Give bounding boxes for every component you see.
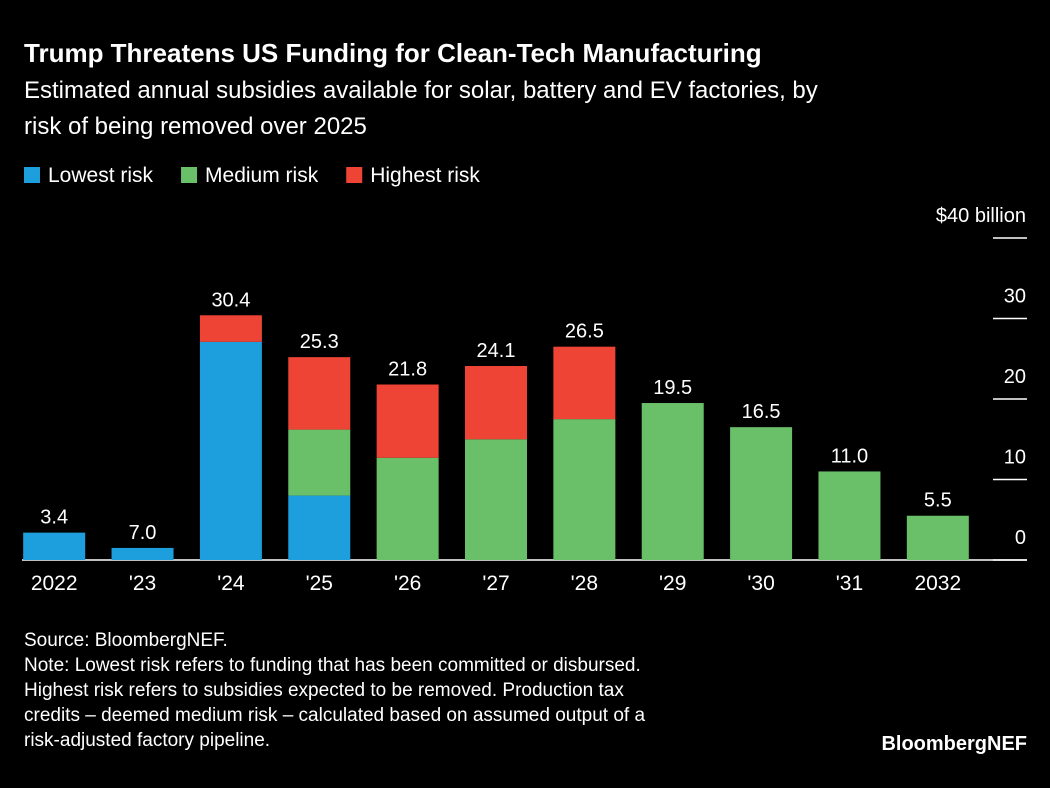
total-label: 16.5 — [742, 401, 781, 423]
legend-swatch — [181, 167, 198, 183]
x-tick-label: '28 — [571, 572, 598, 595]
total-label: 11.0 — [831, 445, 868, 467]
x-tick-label: '27 — [482, 572, 509, 595]
bar-segment — [199, 341, 262, 560]
legend-swatch — [24, 167, 40, 183]
x-tick-label: '31 — [836, 572, 863, 595]
source: Source: BloombergNEF. — [24, 630, 228, 651]
bar-segment — [730, 427, 793, 560]
y-tick-label: 0 — [1015, 527, 1026, 549]
bar-segment — [376, 384, 439, 458]
total-label: 21.8 — [388, 359, 427, 381]
note: risk-adjusted factory pipeline. — [24, 730, 270, 751]
x-tick-label: '29 — [659, 572, 686, 595]
legend-swatch — [346, 167, 363, 183]
x-tick-label: 2032 — [914, 572, 961, 595]
total-label: 26.5 — [565, 321, 604, 343]
note: credits – deemed medium risk – calculate… — [24, 705, 645, 726]
bar-segment — [199, 315, 262, 342]
note: Note: Lowest risk refers to funding that… — [24, 655, 641, 676]
bar-segment — [288, 357, 351, 430]
total-label: 7.0 — [129, 522, 157, 544]
legend-label: Medium risk — [205, 164, 319, 187]
y-tick-label: 20 — [1004, 366, 1026, 388]
x-tick-label: '23 — [129, 572, 156, 595]
bar-segment — [818, 471, 881, 560]
bar-segment — [376, 457, 439, 560]
x-tick-label: '30 — [747, 572, 774, 595]
bar-segment — [465, 365, 527, 440]
x-tick-label: '25 — [306, 572, 333, 595]
bar-segment — [111, 547, 174, 560]
subtitle: Estimated annual subsidies available for… — [24, 77, 818, 104]
total-label: 5.5 — [924, 490, 952, 512]
x-tick-label: 2022 — [31, 572, 78, 595]
total-label: 25.3 — [300, 331, 339, 353]
total-label: 24.1 — [477, 340, 516, 362]
x-tick-label: '26 — [394, 572, 421, 595]
y-tick-label: 30 — [1004, 286, 1026, 308]
bar-segment — [906, 515, 969, 560]
x-tick-label: '24 — [217, 572, 245, 595]
legend-label: Lowest risk — [48, 164, 154, 187]
bar-segment — [465, 439, 527, 560]
bar-segment — [553, 419, 616, 560]
subtitle: risk of being removed over 2025 — [24, 113, 367, 140]
bar-segment — [23, 532, 86, 560]
total-label: 19.5 — [653, 377, 692, 399]
y-tick-label: 10 — [1004, 447, 1026, 469]
note: Highest risk refers to subsidies expecte… — [24, 680, 624, 701]
chart-title: Trump Threatens US Funding for Clean-Tec… — [24, 38, 762, 68]
bar-segment — [288, 429, 351, 496]
y-tick-label: $40 billion — [936, 205, 1026, 227]
legend-label: Highest risk — [370, 164, 480, 187]
total-label: 3.4 — [40, 507, 68, 529]
bar-segment — [288, 495, 351, 560]
brand: BloombergNEF — [881, 733, 1027, 755]
total-label: 30.4 — [211, 289, 250, 311]
bar-segment — [641, 403, 704, 560]
bar-segment — [553, 346, 616, 420]
